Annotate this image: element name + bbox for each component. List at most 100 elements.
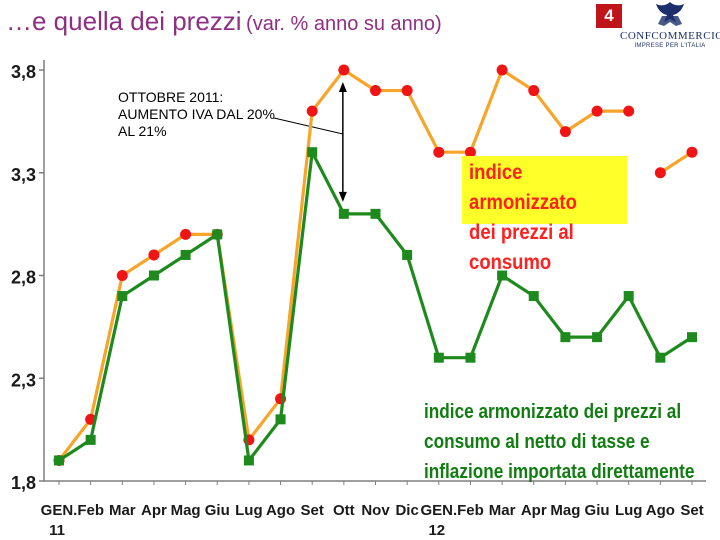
data-point-circle <box>464 146 476 158</box>
series-line-segment <box>152 253 188 278</box>
series-line-segment <box>120 253 156 278</box>
eagle-emblem-icon <box>656 2 684 26</box>
series-line-segment <box>532 294 568 339</box>
x-tick-label-line: Ott <box>333 502 355 519</box>
series-line-segment <box>278 109 314 401</box>
x-tick-label: GEN. 11 <box>41 502 78 539</box>
annotation-pointer <box>273 117 343 135</box>
series-1 <box>54 147 697 466</box>
data-point-square <box>560 332 571 343</box>
series-line-segment <box>468 273 504 360</box>
series-line-segment <box>278 150 314 421</box>
legend-green-label: indice armonizzato dei prezzi al consumo… <box>424 397 699 487</box>
page-title: …e quella dei prezzi (var. % anno su ann… <box>6 6 442 37</box>
x-tick-label-line: Lug <box>235 502 263 519</box>
data-point-circle <box>496 64 508 76</box>
series-line-segment <box>658 335 694 360</box>
series-line-segment <box>532 88 568 134</box>
series-line-segment <box>500 68 536 93</box>
chart-series <box>53 64 698 466</box>
data-point-square <box>497 270 508 281</box>
y-tick-label: 2,8 <box>11 268 36 288</box>
data-point-square <box>54 455 64 466</box>
x-tick-label: Set <box>680 502 703 519</box>
x-tick-label: Giu <box>205 502 230 519</box>
x-tick-label: Apr <box>141 502 167 519</box>
x-tick-label: Ago <box>266 502 295 519</box>
x-tick-label-line: Apr <box>141 502 167 519</box>
x-tick-label-line: Giu <box>205 502 230 519</box>
title-main: …e quella dei prezzi <box>6 6 242 36</box>
x-tick-label: Ott <box>333 502 355 519</box>
arrow-head-up <box>338 82 347 92</box>
logo-brand-text: CONFCOMMERCIO <box>620 30 720 42</box>
x-tick-label-line: Ago <box>646 502 675 519</box>
x-tick-label: Nov <box>361 502 390 519</box>
data-point-square <box>117 291 128 302</box>
data-point-circle <box>306 105 318 117</box>
data-point-circle <box>148 249 160 261</box>
x-tick-label-line: Ago <box>266 502 295 519</box>
x-tick-label-line: GEN. <box>420 502 457 519</box>
series-line-segment <box>658 150 694 175</box>
series-line-segment <box>373 212 409 257</box>
x-tick-label-line: GEN. <box>41 502 78 519</box>
x-tick-label-line: Mag <box>171 502 201 519</box>
arrow-head-down <box>338 191 347 202</box>
x-tick-label: Lug <box>235 502 263 519</box>
data-point-square <box>623 291 634 302</box>
x-tick-label-line: Apr <box>521 502 547 519</box>
series-line-segment <box>310 150 346 216</box>
series-line-segment <box>310 68 346 113</box>
series-line-segment <box>500 273 536 298</box>
series-line-segment <box>184 232 219 257</box>
x-tick-label-line: Mar <box>489 502 516 519</box>
series-line-segment <box>152 232 188 257</box>
x-tick-label: Lug <box>615 502 643 519</box>
y-tick-label: 1,8 <box>11 473 36 493</box>
data-point-circle <box>591 105 603 117</box>
x-tick-label-line: Feb <box>77 502 104 519</box>
series-line-segment <box>89 273 124 421</box>
series-line-segment <box>405 253 441 360</box>
data-point-square <box>433 352 444 363</box>
series-line-segment <box>247 397 283 442</box>
series-line-segment <box>627 294 662 360</box>
data-point-circle <box>180 228 192 240</box>
x-tick-label: Mar <box>489 502 516 519</box>
legend-green-line-2: consumo al netto di tasse e <box>424 431 650 453</box>
x-tick-label-line: Lug <box>615 502 643 519</box>
y-tick-labels: 1,8 2,3 2,8 3,3 3,8 <box>11 62 36 493</box>
data-point-square <box>370 208 381 219</box>
x-tick-label: Mag <box>171 502 201 519</box>
data-point-square <box>687 332 697 343</box>
x-tick-label-line: Mar <box>109 502 136 519</box>
series-line-segment <box>247 417 283 463</box>
data-point-square <box>275 414 286 425</box>
series-line-segment <box>468 68 504 154</box>
series-line-segment <box>563 109 599 134</box>
x-tick-label-line: Giu <box>585 502 610 519</box>
data-point-circle <box>528 85 540 97</box>
x-tick-label-line: Feb <box>457 502 484 519</box>
x-tick-label: Feb <box>457 502 484 519</box>
annotation-lines <box>273 82 347 202</box>
series-line-segment <box>57 438 93 463</box>
series-line-segment <box>57 417 93 463</box>
series-line-segment <box>120 273 156 298</box>
series-line-segment <box>215 232 251 463</box>
x-tick-label: Feb <box>77 502 104 519</box>
data-point-square <box>307 147 318 158</box>
x-tick-label-line: 11 <box>49 522 65 539</box>
x-tick-label-line: Set <box>301 502 324 519</box>
x-tick-label: Apr <box>521 502 547 519</box>
data-point-circle <box>116 270 128 281</box>
legend-orange-line-2: dei prezzi al consumo <box>469 221 574 274</box>
data-point-square <box>528 291 539 302</box>
x-tick-label-line: 12 <box>428 522 445 539</box>
data-point-circle <box>370 85 381 97</box>
data-point-square <box>402 249 413 260</box>
slide-number-badge: 4 <box>596 4 622 28</box>
data-point-circle <box>559 126 571 138</box>
